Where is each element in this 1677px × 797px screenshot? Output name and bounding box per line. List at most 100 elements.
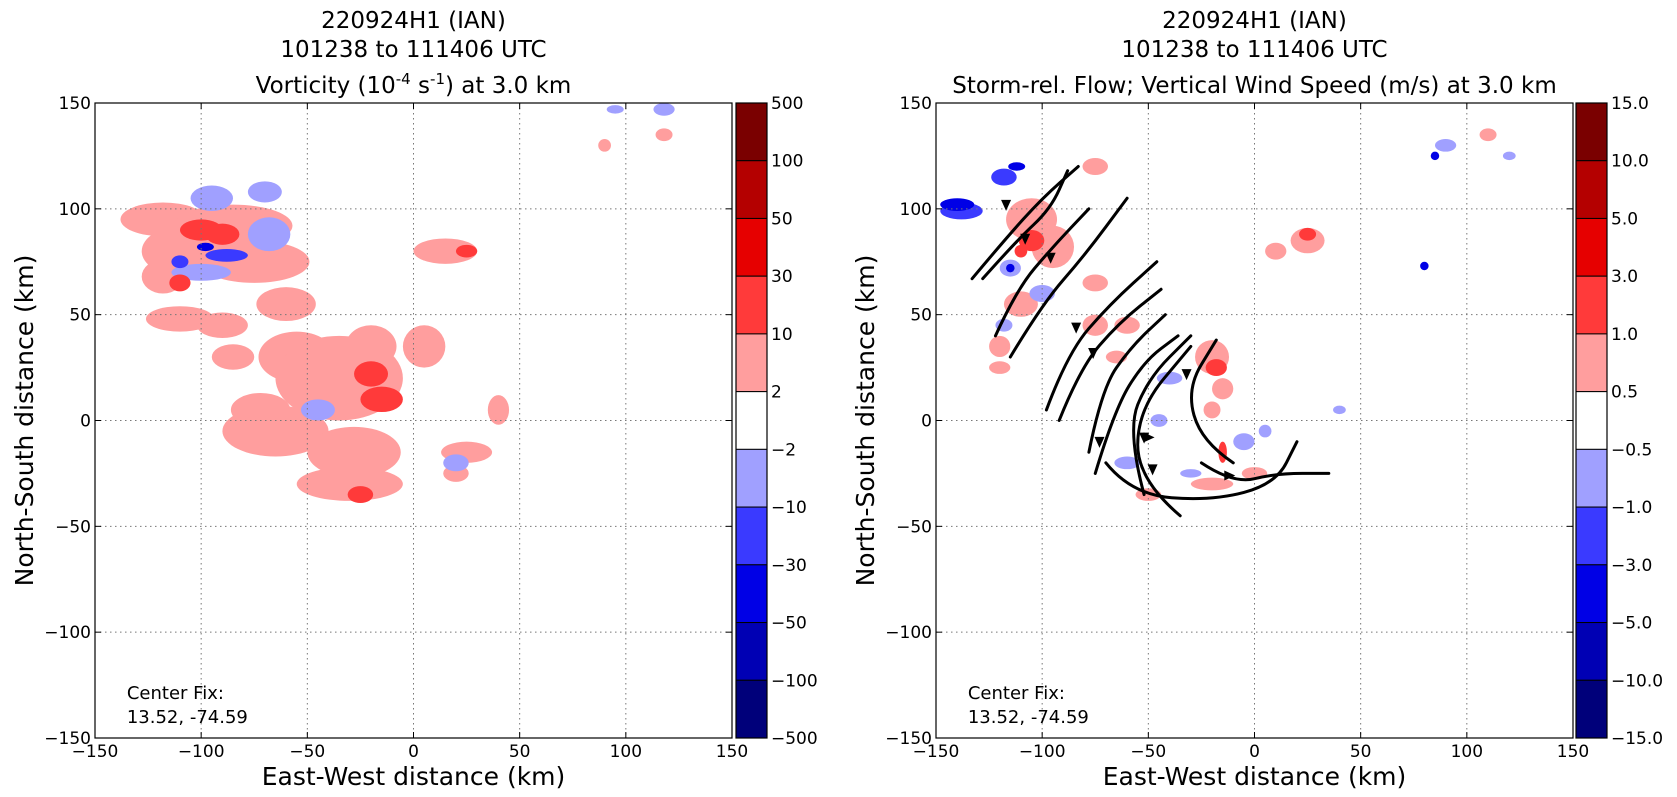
contour-patch: [1190, 477, 1234, 491]
x-tick-label: 0: [408, 742, 419, 762]
contour-patch: [345, 325, 397, 368]
contour-patch: [190, 185, 234, 211]
center-fix-coords: 13.52, -74.59: [968, 707, 1089, 728]
colorbar-segment: [1575, 391, 1608, 450]
contour-fields: [940, 128, 1516, 501]
contour-patch: [1008, 162, 1026, 171]
contour-patch: [347, 486, 374, 504]
streamline-arrow: [1143, 432, 1155, 443]
x-tick-label: −150: [72, 742, 119, 762]
contour-patch: [1265, 242, 1287, 260]
colorbar-segment: [1575, 622, 1608, 681]
streamline-arrow: [1088, 348, 1099, 359]
colorbar-tick-label: −500: [771, 729, 818, 749]
contour-patch: [1420, 261, 1429, 271]
x-tick-label: 100: [610, 742, 642, 762]
title-superscript: -4: [396, 70, 411, 88]
colorbar-segment: [735, 391, 768, 450]
x-tick-label: −100: [1019, 742, 1066, 762]
title-text: s: [411, 73, 430, 99]
colorbar-tick-label: 10: [771, 325, 793, 345]
y-tick-label: −100: [885, 623, 932, 643]
left-panel-vorticity: −150−150−100−100−50−50005050100100150150…: [10, 8, 818, 791]
colorbar-segment: [735, 275, 768, 335]
x-tick-label: −50: [289, 742, 325, 762]
colorbar-segment: [1575, 679, 1608, 739]
title-text: Storm-rel. Flow; Vertical Wind Speed (m/…: [952, 73, 1556, 99]
x-tick-label: 50: [509, 742, 531, 762]
colorbar-tick-label: 2: [771, 383, 782, 403]
x-tick-label: −100: [178, 742, 225, 762]
colorbar-tick-label: −50: [771, 614, 807, 634]
contour-patch: [402, 325, 446, 368]
colorbar-tick-label: 50: [771, 209, 793, 229]
colorbar-tick-label: −10.0: [1611, 671, 1663, 691]
colorbar-tick-label: 1.0: [1611, 325, 1638, 345]
streamline: [970, 165, 1080, 281]
x-tick-label: 50: [1350, 742, 1372, 762]
title-line-2: 101238 to 111406 UTC: [280, 37, 546, 63]
contour-patch: [1479, 128, 1497, 142]
colorbar-tick-label: −2: [771, 440, 796, 460]
colorbar-tick-label: 15.0: [1611, 94, 1649, 114]
contour-patch: [1299, 227, 1317, 241]
colorbar-tick-label: 100: [771, 152, 803, 172]
colorbar-segment: [1575, 506, 1608, 566]
streamline: [1008, 196, 1129, 359]
colorbar-tick-label: 5.0: [1611, 209, 1638, 229]
x-axis-label: East-West distance (km): [1103, 762, 1407, 791]
contour-patch: [455, 244, 478, 258]
contour-patch: [1502, 151, 1516, 161]
contour-patch: [205, 223, 240, 245]
streamline-arrow: [1094, 436, 1105, 448]
colorbar-segment: [735, 679, 768, 739]
contour-patch: [247, 217, 291, 252]
contour-patch: [487, 395, 510, 425]
streamline-arrow: [1001, 199, 1012, 211]
y-axis-label: North-South distance (km): [10, 255, 39, 587]
colorbar-segment: [1575, 564, 1608, 624]
title-line-2: 101238 to 111406 UTC: [1121, 37, 1387, 63]
contour-patch: [598, 138, 611, 152]
y-tick-label: −100: [44, 623, 91, 643]
contour-patch: [1114, 456, 1140, 470]
center-fix-label: Center Fix:: [127, 683, 224, 704]
contour-patch: [211, 344, 255, 370]
colorbar-tick-label: −3.0: [1611, 556, 1652, 576]
colorbar-segment: [735, 448, 768, 508]
colorbar-tick-label: 3.0: [1611, 267, 1638, 287]
contour-patch: [1212, 378, 1234, 400]
colorbar-segment: [735, 622, 768, 681]
contour-patch: [991, 168, 1017, 186]
colorbar-tick-label: 0.5: [1611, 383, 1638, 403]
x-tick-label: 100: [1451, 742, 1483, 762]
contour-patch: [1258, 424, 1272, 438]
contour-patch: [1006, 263, 1015, 273]
x-tick-label: 150: [716, 742, 748, 762]
colorbar-tick-label: −30: [771, 556, 807, 576]
x-tick-label: −50: [1130, 742, 1166, 762]
contour-patch: [256, 287, 316, 322]
streamline: [1057, 287, 1163, 422]
colorbar-frame: [1575, 102, 1608, 739]
contour-patch: [247, 181, 282, 203]
contour-patch: [606, 105, 624, 114]
colorbar-segment: [735, 506, 768, 566]
contour-patch: [1434, 138, 1457, 152]
contour-patch: [307, 426, 401, 478]
streamline: [1093, 334, 1180, 475]
x-tick-label: 150: [1557, 742, 1589, 762]
colorbar-segment: [735, 102, 768, 162]
streamline: [993, 207, 1091, 338]
colorbar-tick-label: −0.5: [1611, 440, 1652, 460]
colorbar-segment: [1575, 275, 1608, 335]
streamline: [1044, 260, 1159, 412]
y-tick-label: 50: [69, 306, 91, 326]
contour-patch: [1150, 414, 1168, 427]
contour-patch: [1430, 151, 1440, 161]
streamline-arrow: [1020, 233, 1031, 245]
colorbar-segment: [1575, 102, 1608, 162]
contour-patch: [354, 361, 389, 387]
streamline: [1190, 338, 1235, 465]
